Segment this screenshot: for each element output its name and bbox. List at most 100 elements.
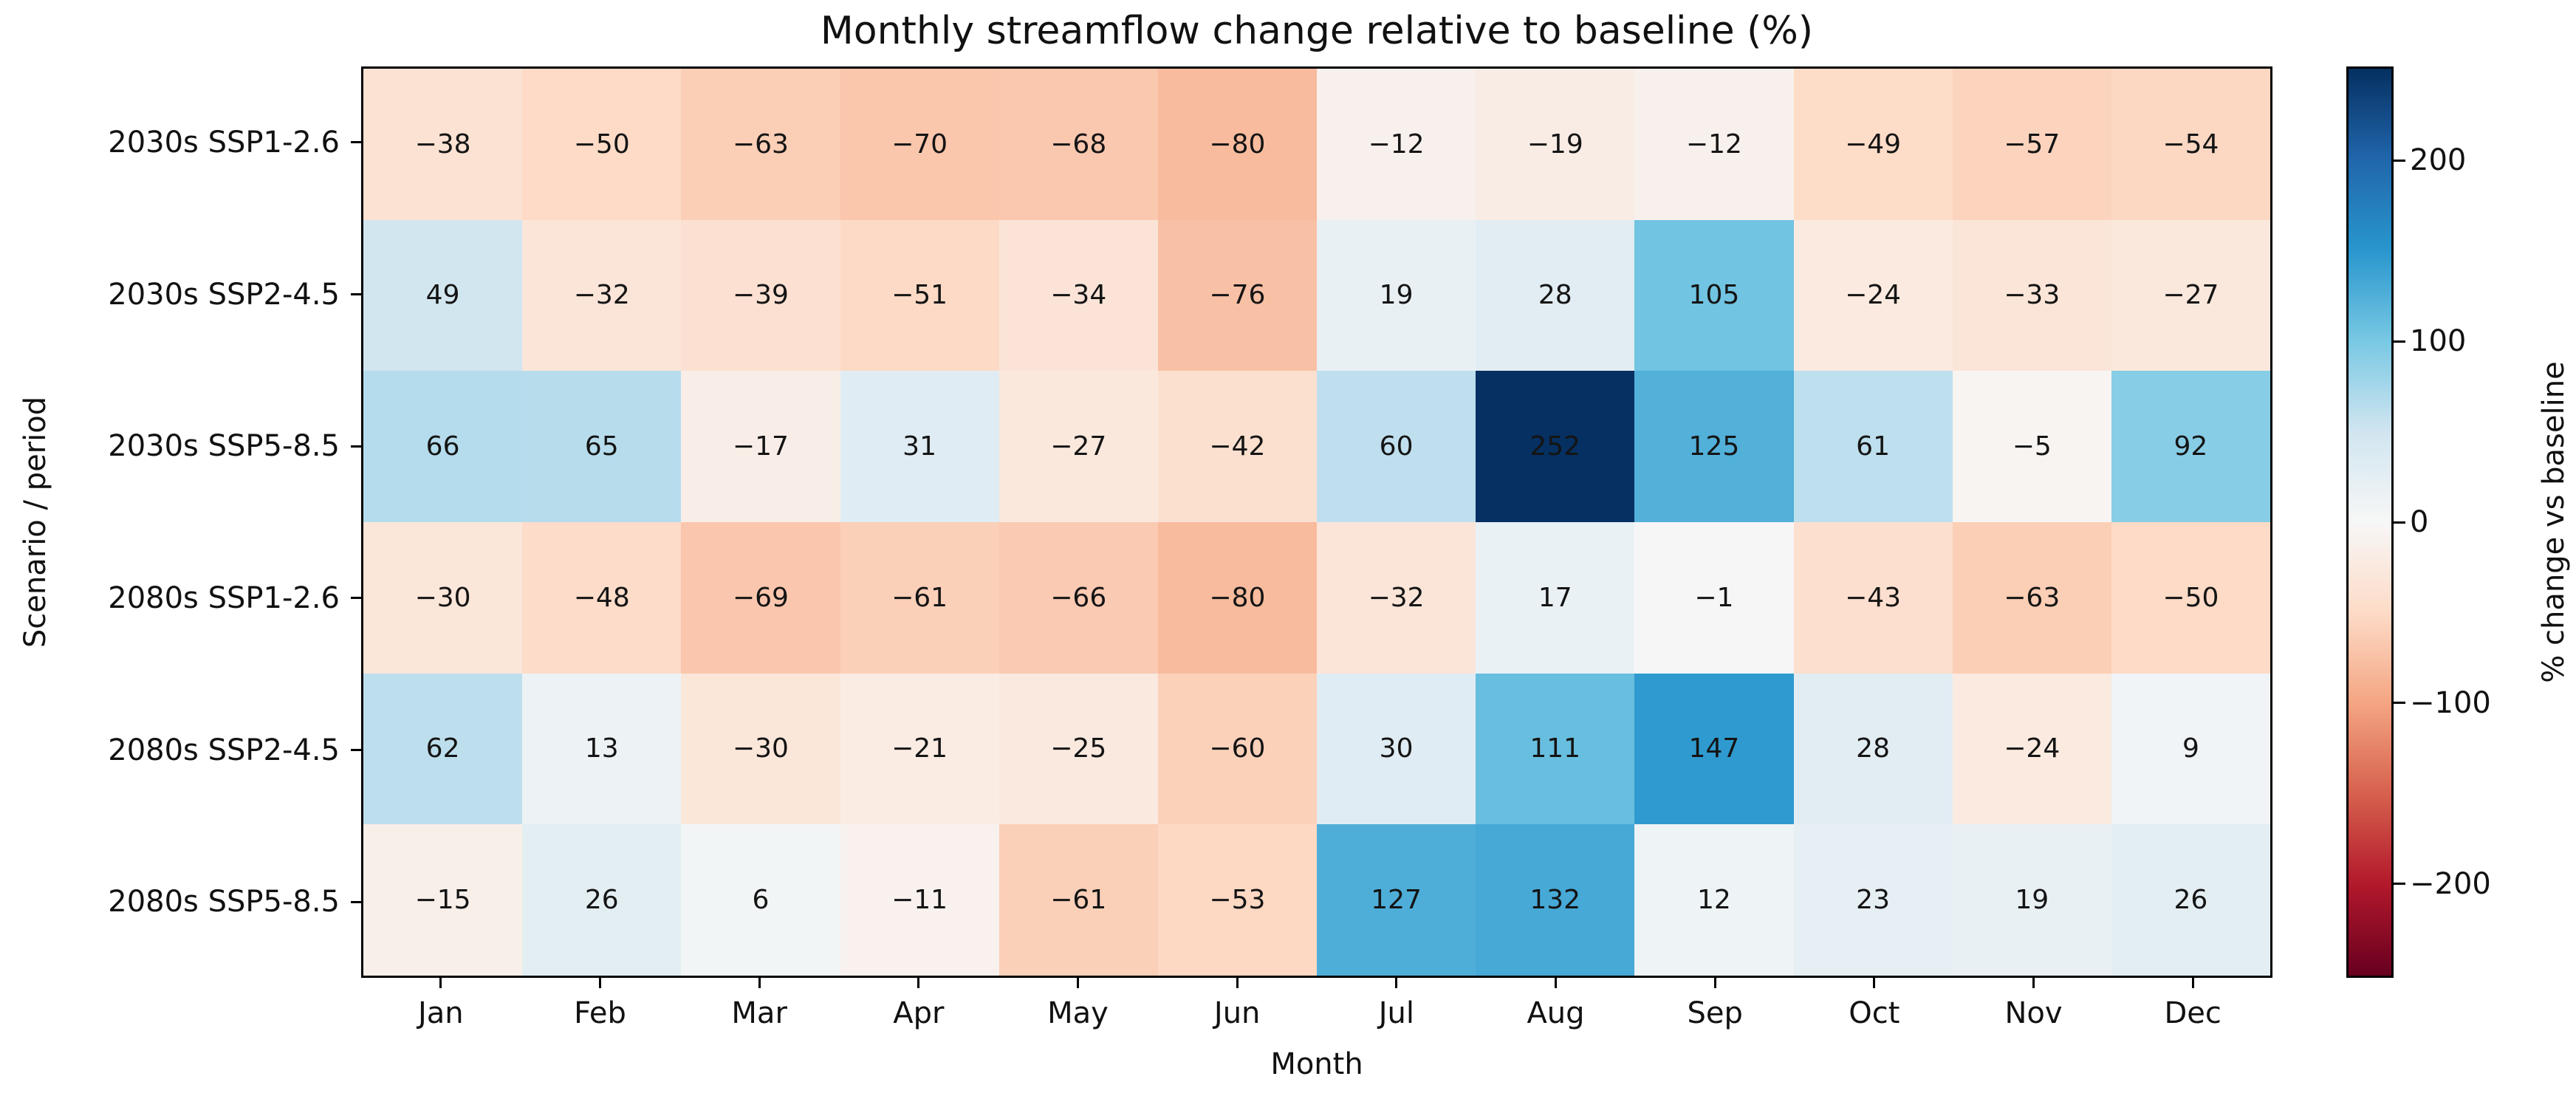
cell-value: −30 [732, 733, 789, 764]
heatmap-cell: −12 [1317, 69, 1476, 220]
heatmap-cell: 125 [1634, 371, 1794, 522]
cell-value: 19 [1379, 280, 1414, 311]
heatmap-cell: −30 [681, 673, 840, 825]
heatmap-cell: 92 [2111, 371, 2270, 522]
y-tick-label: 2080s SSP2-4.5 [108, 733, 340, 767]
heatmap-cell: −63 [681, 69, 840, 220]
x-tick-label: Mar [731, 996, 787, 1030]
axis-tick [1873, 978, 1876, 988]
heatmap-cell: 147 [1634, 673, 1794, 825]
heatmap-cell: −24 [1952, 673, 2111, 825]
heatmap-cell: −48 [522, 522, 682, 674]
cell-value: −80 [1209, 129, 1266, 160]
cell-value: −12 [1685, 129, 1742, 160]
cell-value: 28 [1856, 733, 1890, 764]
x-tick-label: Sep [1687, 996, 1743, 1030]
cell-value: −49 [1845, 129, 1902, 160]
heatmap-cell: −39 [681, 219, 840, 371]
cell-value: −57 [2004, 129, 2061, 160]
heatmap-cell: 105 [1634, 219, 1794, 371]
cell-value: 132 [1530, 885, 1581, 916]
heatmap-cell: 61 [1793, 371, 1953, 522]
cell-value: −11 [891, 885, 948, 916]
heatmap-cell: −50 [522, 69, 682, 220]
cell-value: 125 [1688, 431, 1740, 462]
heatmap-cell: 49 [363, 219, 523, 371]
heatmap-cell: 9 [2111, 673, 2270, 825]
cell-value: −32 [573, 280, 630, 311]
heatmap-cell: −27 [998, 371, 1158, 522]
chart-title: Monthly streamflow change relative to ba… [820, 9, 1814, 53]
cell-value: −76 [1209, 280, 1266, 311]
axis-tick [1236, 978, 1239, 988]
cell-value: −48 [573, 582, 630, 613]
axis-tick [1713, 978, 1716, 988]
colorbar-tick-label: 100 [2410, 324, 2467, 359]
heatmap-cell: −66 [998, 522, 1158, 674]
heatmap-cell: 30 [1317, 673, 1476, 825]
axis-tick [1077, 978, 1079, 988]
axis-tick [2191, 978, 2194, 988]
cell-value: −38 [414, 129, 471, 160]
cell-value: 62 [425, 733, 460, 764]
cell-value: −27 [2162, 280, 2219, 311]
axis-tick [439, 978, 442, 988]
heatmap-cell: 111 [1476, 673, 1635, 825]
cell-value: −15 [414, 885, 471, 916]
axis-tick [2032, 978, 2035, 988]
heatmap-cell: 65 [522, 371, 682, 522]
cell-value: 6 [752, 885, 770, 916]
x-tick-label: Dec [2164, 996, 2222, 1030]
axis-tick [599, 978, 601, 988]
cell-value: −32 [1368, 582, 1425, 613]
heatmap-cell: −42 [1157, 371, 1317, 522]
heatmap-cell: −61 [998, 824, 1158, 976]
axis-tick [2394, 702, 2405, 705]
x-tick-label: Jan [417, 996, 464, 1030]
cell-value: −68 [1050, 129, 1107, 160]
cell-value: −43 [1845, 582, 1902, 613]
colorbar [2346, 66, 2394, 978]
cell-value: −12 [1368, 129, 1425, 160]
cell-value: 111 [1530, 733, 1581, 764]
cell-value: −51 [891, 280, 948, 311]
heatmap-cell: 66 [363, 371, 523, 522]
heatmap-cell: −17 [681, 371, 840, 522]
axis-tick [758, 978, 761, 988]
x-axis-title: Month [1270, 1047, 1363, 1081]
cell-value: 60 [1379, 431, 1414, 462]
heatmap-cell: −43 [1793, 522, 1953, 674]
heatmap-cell: −80 [1157, 69, 1317, 220]
cell-value: −61 [891, 582, 948, 613]
heatmap-cell: 127 [1317, 824, 1476, 976]
cell-value: 13 [584, 733, 619, 764]
heatmap-cell: −24 [1793, 219, 1953, 371]
cell-value: −70 [891, 129, 948, 160]
cell-value: 65 [584, 431, 619, 462]
heatmap-cell: −32 [522, 219, 682, 371]
cell-value: −34 [1050, 280, 1107, 311]
heatmap-cell: −34 [998, 219, 1158, 371]
heatmap-cell: 13 [522, 673, 682, 825]
heatmap-cell: −21 [840, 673, 999, 825]
heatmap-cell: −76 [1157, 219, 1317, 371]
heatmap-cell: 19 [1317, 219, 1476, 371]
heatmap-cell: 26 [2111, 824, 2270, 976]
x-tick-label: May [1047, 996, 1109, 1030]
heatmap-cell: −19 [1476, 69, 1635, 220]
heatmap-cell: 19 [1952, 824, 2111, 976]
y-tick-label: 2030s SSP2-4.5 [108, 277, 340, 312]
cell-value: 26 [584, 885, 619, 916]
x-tick-label: Aug [1527, 996, 1585, 1030]
heatmap-cell: 17 [1476, 522, 1635, 674]
cell-value: −17 [732, 431, 789, 462]
cell-value: −50 [2162, 582, 2219, 613]
heatmap-cell: −32 [1317, 522, 1476, 674]
cell-value: 252 [1530, 431, 1581, 462]
x-tick-label: Jun [1213, 996, 1261, 1030]
heatmap-cell: −1 [1634, 522, 1794, 674]
cell-value: −53 [1209, 885, 1266, 916]
heatmap-cell: −30 [363, 522, 523, 674]
cell-value: 92 [2174, 431, 2208, 462]
cell-value: −42 [1209, 431, 1266, 462]
